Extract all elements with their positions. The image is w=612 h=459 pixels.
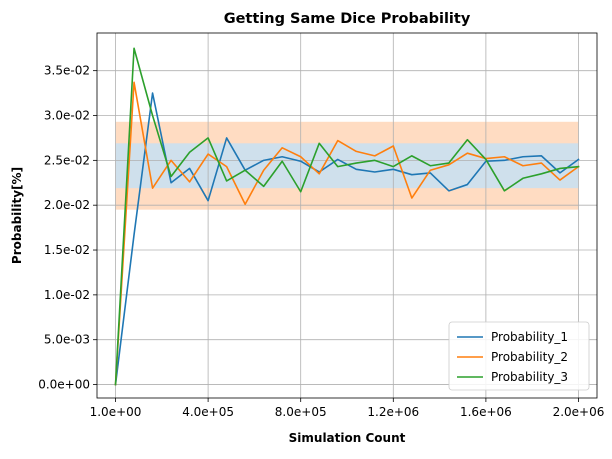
y-axis-label: Probability[%] <box>10 167 24 264</box>
band-2 <box>115 143 579 189</box>
y-tick-label: 3.5e-02 <box>44 64 90 78</box>
series-line-3 <box>114 47 580 386</box>
plot-frame <box>96 32 598 399</box>
x-tick-label: 1.6e+06 <box>460 405 512 419</box>
grid <box>97 33 597 398</box>
y-tick-label: 1.5e-02 <box>44 243 90 257</box>
x-axis-label: Simulation Count <box>289 431 406 445</box>
series-line-2 <box>114 81 580 386</box>
series-lines <box>114 47 580 386</box>
y-tick-label: 2.5e-02 <box>44 153 90 167</box>
x-tick-label: 4.0e+05 <box>182 405 234 419</box>
x-tick-label: 2.0e+06 <box>553 405 605 419</box>
y-tick-label: 0.0e+00 <box>38 378 90 392</box>
y-tick-label: 1.0e-02 <box>44 288 90 302</box>
y-tick-label: 5.0e-03 <box>44 333 90 347</box>
x-tick-label: 1.2e+06 <box>367 405 419 419</box>
axis-ticks: 1.0e+00 4.0e+05 8.0e+05 1.2e+06 1.6e+06 2.0e+… <box>38 64 604 419</box>
legend-label: Probability_3 <box>491 370 568 384</box>
confidence-bands <box>115 121 579 210</box>
chart-title: Getting Same Dice Probability <box>224 11 471 27</box>
legend-box <box>448 321 590 391</box>
legend-label: Probability_2 <box>491 350 568 364</box>
y-tick-label: 3.0e-02 <box>44 109 90 123</box>
x-tick-label: 1.0e+00 <box>90 405 142 419</box>
x-tick-label: 8.0e+05 <box>275 405 327 419</box>
y-tick-label: 2.0e-02 <box>44 198 90 212</box>
legend-label: Probability_1 <box>491 330 568 344</box>
legend: Probability_1 Probability_2 Probability_3 <box>448 321 590 391</box>
